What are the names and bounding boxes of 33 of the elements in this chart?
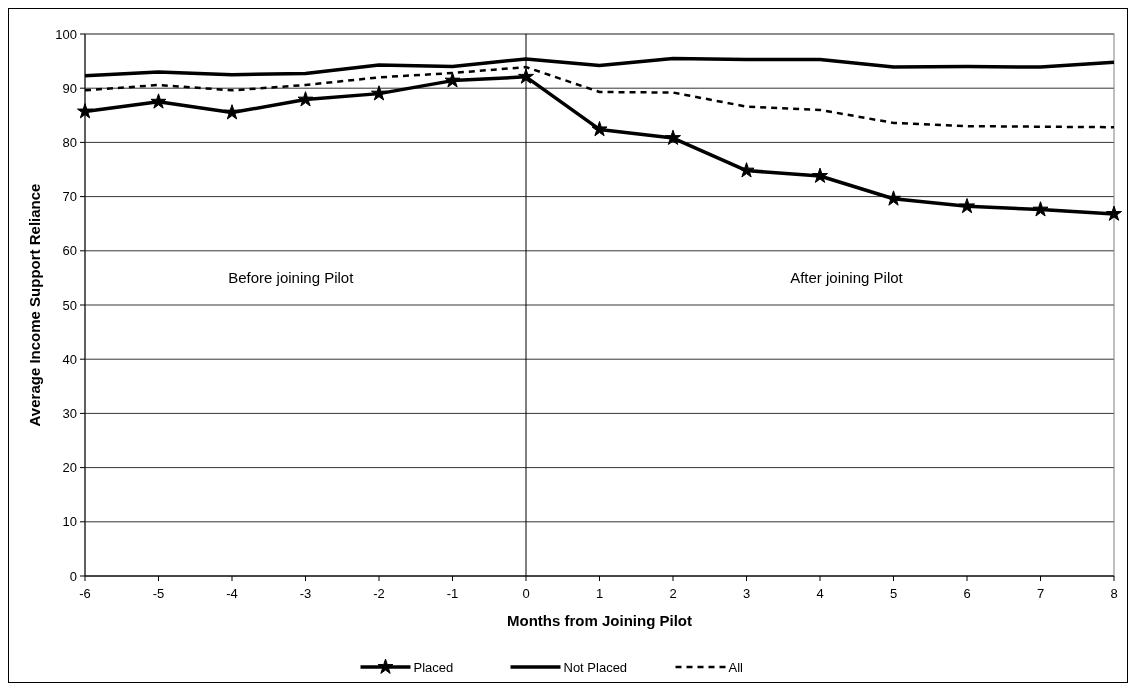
y-tick-label: 70 <box>62 189 77 205</box>
x-tick-label: -1 <box>446 586 459 601</box>
x-tick-label: 1 <box>595 586 604 601</box>
y-tick-label: 50 <box>62 297 77 313</box>
legend-label: All <box>728 659 744 675</box>
y-tick-label: 0 <box>69 568 77 584</box>
y-tick-label: 90 <box>62 80 77 96</box>
x-tick-label: 3 <box>742 586 751 601</box>
x-tick-label: 4 <box>816 586 824 601</box>
x-tick-label: 6 <box>963 586 971 601</box>
x-tick-label: -6 <box>79 586 91 601</box>
x-tick-label: -5 <box>152 586 165 601</box>
y-tick-label: 60 <box>62 243 77 259</box>
x-tick-label: 5 <box>889 586 898 601</box>
x-tick-label: -3 <box>299 586 312 601</box>
x-tick-label: -4 <box>226 586 238 601</box>
y-tick-label: 80 <box>62 134 77 150</box>
legend-label: Not Placed <box>563 659 628 675</box>
y-tick-label: 30 <box>62 405 77 421</box>
annotation: After joining Pilot <box>790 269 904 287</box>
x-tick-label: 2 <box>669 586 677 601</box>
annotation: Before joining Pilot <box>228 269 355 287</box>
legend-label: Placed <box>413 659 454 675</box>
x-axis-title: Months from Joining Pilot <box>507 612 692 629</box>
x-tick-label: -2 <box>373 586 385 601</box>
y-tick-label: 10 <box>62 514 77 530</box>
x-tick-label: 8 <box>1110 586 1118 601</box>
x-tick-label: 0 <box>522 586 530 601</box>
y-tick-label: 20 <box>62 460 77 476</box>
x-tick-label: 7 <box>1036 586 1045 601</box>
y-axis-title: Average Income Support Reliance <box>26 183 43 427</box>
y-tick-label: 40 <box>62 351 77 367</box>
y-tick-label: 100 <box>55 26 77 42</box>
